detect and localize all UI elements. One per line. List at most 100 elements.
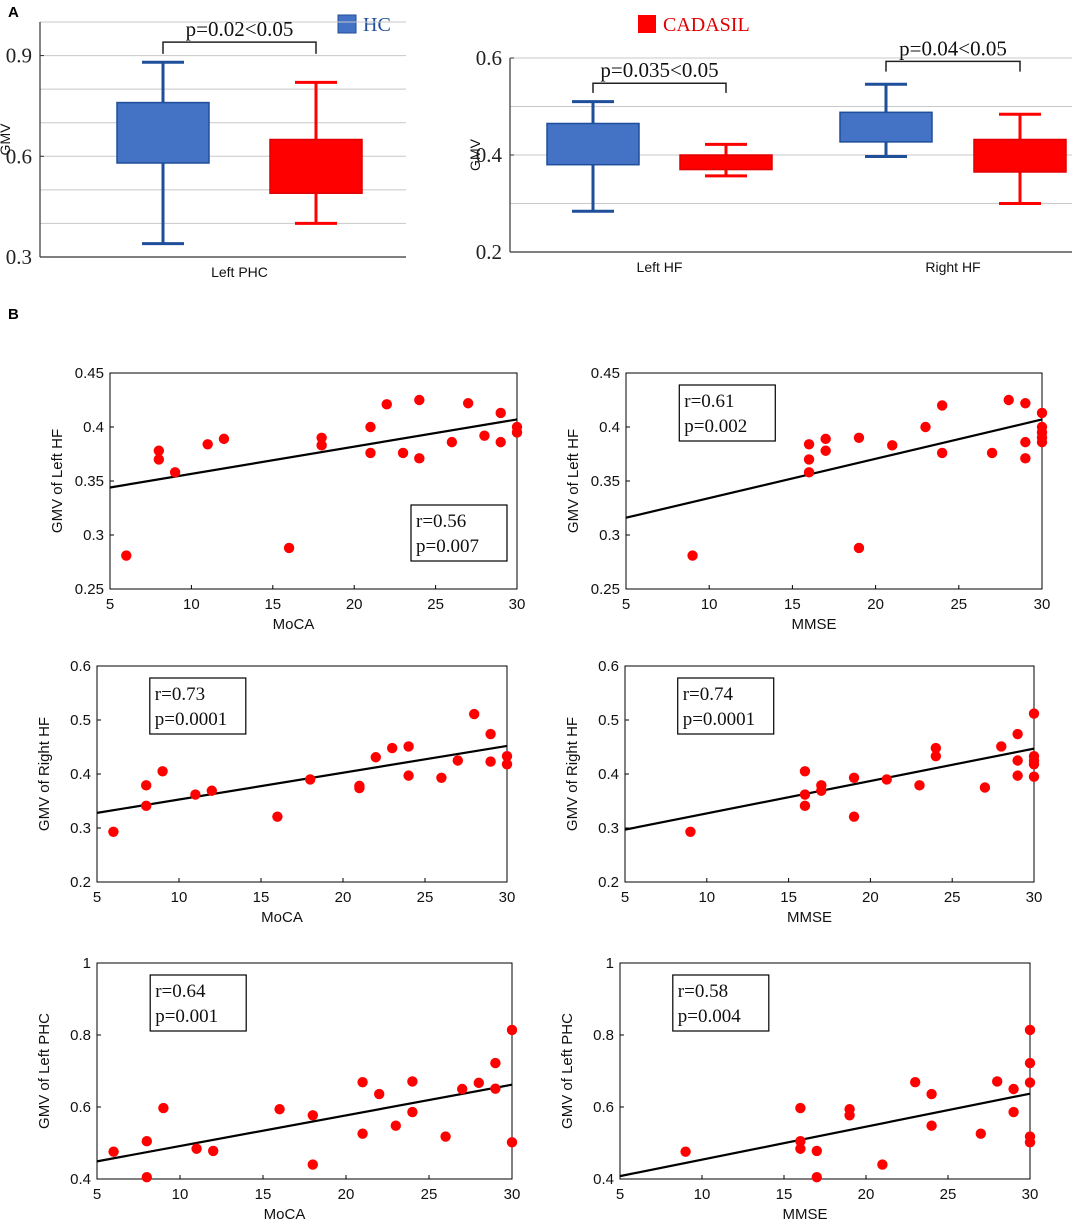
data-point — [680, 1146, 691, 1157]
data-point — [1036, 407, 1048, 419]
x-tick-label: 25 — [421, 1186, 438, 1203]
box-hc — [116, 101, 210, 164]
data-point — [501, 750, 513, 762]
x-tick-label: 25 — [950, 596, 967, 613]
data-point — [283, 542, 295, 554]
y-tick-label: 0.35 — [75, 473, 104, 490]
data-point — [479, 430, 490, 441]
y-tick-label: 0.4 — [599, 419, 620, 436]
y-tick-label: 0.8 — [70, 1027, 91, 1044]
stats-p-value: p=0.0001 — [155, 709, 227, 730]
stats-box — [149, 974, 247, 1032]
stats-box — [672, 974, 770, 1032]
data-point — [208, 1145, 219, 1157]
data-point — [930, 742, 942, 754]
data-point — [992, 1076, 1003, 1087]
sc3-chart: 5 10 15 20 25 30 0.2 0.3 0.4 0.5 0.6 MoCA GMV of Rig… — [36, 658, 515, 926]
data-point — [887, 440, 898, 451]
data-point — [436, 772, 447, 783]
x-tick-label: 25 — [944, 889, 961, 906]
data-point — [1028, 771, 1040, 782]
stats-box — [149, 677, 247, 735]
data-point — [158, 1102, 169, 1114]
data-point — [820, 433, 831, 445]
data-point — [414, 394, 425, 406]
data-point — [1012, 755, 1023, 766]
legend-label-hc: HC — [363, 14, 391, 36]
data-point — [1036, 436, 1048, 448]
stats-r-value: r=0.56 — [416, 511, 466, 532]
data-point — [803, 454, 815, 465]
x-tick-label: 30 — [509, 596, 526, 613]
box_hf-chart: 0.2 0.4 0.6 GMV Left HF Right HF p=0.035<0.05 p… — [467, 36, 1072, 275]
data-point — [490, 1057, 501, 1069]
data-point — [799, 766, 811, 777]
x-tick-label: 15 — [780, 889, 797, 906]
data-point — [403, 741, 414, 752]
x-axis-label: MoCA — [264, 1206, 306, 1223]
data-point — [1024, 1077, 1036, 1088]
x-tick-label: 10 — [694, 1186, 711, 1203]
x-tick-label: 10 — [701, 596, 718, 613]
data-point — [446, 436, 458, 448]
x-tick-label: 15 — [255, 1186, 272, 1203]
x-tick-label: 10 — [171, 889, 188, 906]
data-point — [799, 800, 811, 812]
data-point — [1012, 728, 1023, 740]
data-point — [853, 432, 865, 443]
data-point — [795, 1102, 806, 1114]
data-point — [1008, 1083, 1019, 1095]
data-point — [803, 467, 815, 478]
y-axis-label: GMV of Left PHC — [36, 1013, 53, 1129]
x-axis-label: MoCA — [273, 616, 315, 633]
data-point — [365, 447, 376, 459]
x-tick-label: 20 — [346, 596, 363, 613]
data-point — [820, 445, 831, 456]
data-point — [975, 1128, 986, 1139]
data-point — [930, 750, 942, 762]
stats-p-value: p=0.004 — [678, 1006, 741, 1027]
y-tick-label: 0.6 — [593, 1099, 614, 1116]
data-point — [457, 1083, 468, 1095]
sc5-chart: 5 10 15 20 25 30 0.4 0.6 0.8 1 MoCA GMV of Left PHC… — [36, 955, 520, 1223]
x-axis-label: MMSE — [792, 616, 837, 633]
stats-p-value: p=0.001 — [155, 1006, 218, 1027]
y-tick-label: 0.4 — [70, 766, 91, 783]
x-axis-label: MMSE — [783, 1206, 828, 1223]
x-tick-label: 30 — [1026, 889, 1043, 906]
stats-box — [678, 384, 776, 442]
data-point — [153, 454, 165, 465]
y-tick-label: 0.2 — [70, 874, 91, 891]
y-tick-label: 0.3 — [83, 527, 104, 544]
data-point — [848, 811, 860, 822]
regression-line — [109, 418, 518, 489]
legend: HC CADASIL — [337, 14, 750, 36]
data-point — [1012, 770, 1023, 781]
data-point — [811, 1145, 822, 1157]
data-point — [795, 1136, 806, 1147]
data-point — [272, 811, 283, 822]
data-point — [316, 432, 327, 443]
box-hc — [839, 111, 933, 143]
x-tick-label: 20 — [338, 1186, 355, 1203]
data-point — [799, 789, 811, 800]
significance-bracket — [885, 60, 1021, 72]
data-point — [1020, 453, 1031, 464]
data-point — [381, 399, 392, 410]
box-cadasil — [679, 154, 773, 171]
y-tick-label: 0.2 — [476, 240, 502, 264]
data-point — [462, 398, 474, 409]
data-point — [354, 782, 365, 794]
plot-frame — [619, 962, 1031, 1180]
data-point — [881, 774, 892, 785]
data-point — [795, 1143, 806, 1154]
data-point — [469, 708, 480, 720]
significance-bracket — [592, 82, 727, 93]
box-cadasil — [269, 138, 363, 194]
data-point — [490, 1083, 501, 1094]
x-tick-label: 5 — [616, 1186, 624, 1203]
data-point — [936, 400, 948, 411]
data-point — [141, 1172, 152, 1183]
stats-r-value: r=0.64 — [155, 981, 206, 1002]
data-point — [169, 467, 181, 478]
